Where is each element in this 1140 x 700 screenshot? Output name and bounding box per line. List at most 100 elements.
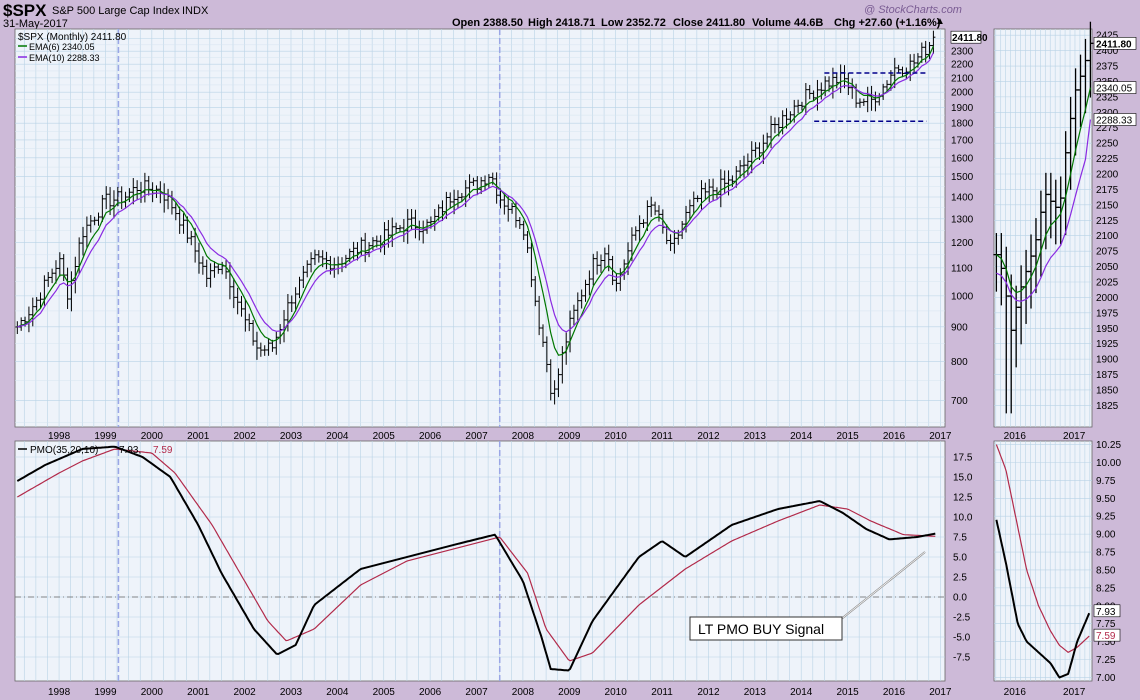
scroll-up-icon[interactable]: ▲ (935, 16, 945, 27)
pmo-xtick: 2013 (744, 687, 767, 698)
annotation-box (689, 616, 843, 641)
symbol-title: $SPX (3, 1, 47, 20)
ohlc-close: Close 2411.80 (673, 17, 746, 29)
pmo-xtick: 2016 (883, 687, 906, 698)
pmo-panel (14, 440, 946, 682)
price-panel (14, 28, 946, 428)
pmo-ytick: -5.0 (953, 633, 971, 644)
price-xtick: 2006 (419, 431, 442, 442)
zoom-ytick: 1975 (1096, 308, 1119, 319)
zoom-xtick: 2017 (1063, 431, 1086, 442)
zoom-pmo-xtick: 2017 (1063, 687, 1086, 698)
price-xtick: 2015 (836, 431, 859, 442)
zoom-ytick: 2125 (1096, 216, 1119, 227)
price-xtick: 1998 (48, 431, 71, 442)
zoom-ytick: 2175 (1096, 185, 1119, 196)
zoom-ema10-line (996, 119, 1091, 302)
ohlc-low: Low 2352.72 (601, 17, 666, 29)
pmo-ytick: 12.5 (953, 493, 973, 504)
zoom-pmo-ytick: 8.75 (1096, 548, 1116, 559)
zoom-pmo-ytick: 8.50 (1096, 565, 1116, 576)
price-xtick: 2017 (929, 431, 952, 442)
price-ytick: 1800 (951, 119, 974, 130)
zoom-last-label: 2288.33 (1096, 116, 1133, 127)
pmo-xtick: 2011 (651, 687, 673, 698)
price-ytick: 1200 (951, 238, 974, 249)
pmo-ytick: 2.5 (953, 573, 967, 584)
zoom-price-panel (993, 28, 1093, 428)
price-xtick: 2010 (605, 431, 628, 442)
pmo-xtick: 2014 (790, 687, 813, 698)
zoom-ytick: 2275 (1096, 123, 1119, 134)
price-xtick: 2007 (465, 431, 488, 442)
price-ytick: 800 (951, 357, 968, 368)
pmo-xtick: 2008 (512, 687, 535, 698)
price-xtick: 2013 (744, 431, 767, 442)
zoom-pmo-xtick: 2016 (1004, 687, 1027, 698)
price-xtick: 2016 (883, 431, 906, 442)
annotation-text: LT PMO BUY Signal (698, 621, 824, 637)
zoom-pmo-ytick: 7.50 (1096, 637, 1116, 648)
legend-ema6: EMA(6) 2340.05 (29, 42, 95, 52)
zoom-ytick: 2150 (1096, 200, 1119, 211)
pmo-ytick: 15.0 (953, 473, 973, 484)
price-ytick: 1500 (951, 172, 974, 183)
zoom-last-label: 2411.80 (1096, 39, 1132, 50)
pmo-xtick: 2010 (605, 687, 628, 698)
price-ytick: 1100 (951, 263, 973, 274)
pmo-xtick: 2017 (929, 687, 952, 698)
ohlc-open: Open 2388.50 (452, 17, 523, 29)
pmo-xtick: 2004 (326, 687, 349, 698)
price-ytick: 1300 (951, 214, 974, 225)
pmo-ytick: 7.5 (953, 533, 967, 544)
zoom-pmo-ytick: 10.00 (1096, 458, 1121, 469)
price-ytick: 2200 (951, 60, 974, 71)
zoom-pmo-ytick: 9.00 (1096, 530, 1116, 541)
legend-price: $SPX (Monthly) 2411.80 (18, 32, 127, 43)
zoom-last-box (1093, 37, 1137, 50)
price-last-box (950, 30, 982, 44)
zoom-ytick: 1850 (1096, 385, 1119, 396)
price-xtick: 2012 (697, 431, 720, 442)
pmo-ytick: -2.5 (953, 613, 971, 624)
price-xtick: 2002 (233, 431, 256, 442)
zoom-xtick: 2016 (1004, 431, 1027, 442)
zoom-ytick: 2050 (1096, 262, 1119, 273)
watermark: @ StockCharts.com (864, 4, 962, 16)
legend-pmo-value: 7.93, (119, 445, 141, 456)
legend-pmo-signal: 7.59 (153, 445, 173, 456)
price-xtick: 2008 (512, 431, 535, 442)
price-xtick: 2009 (558, 431, 581, 442)
zoom-pmo-last-box (1093, 604, 1121, 618)
pmo-xtick: 1999 (94, 687, 117, 698)
pmo-xtick: 1998 (48, 687, 71, 698)
price-xtick: 2005 (373, 431, 396, 442)
zoom-ytick: 1825 (1096, 401, 1119, 412)
chart-date: 31-May-2017 (3, 18, 68, 30)
zoom-last-label: 2340.05 (1096, 84, 1133, 95)
price-xtick: 2011 (651, 431, 673, 442)
price-ytick: 2300 (951, 47, 974, 58)
pmo-ytick: 10.0 (953, 513, 973, 524)
pmo-xtick: 2012 (697, 687, 720, 698)
zoom-last-box (1093, 113, 1137, 126)
zoom-ytick: 1900 (1096, 355, 1119, 366)
change: Chg +27.60 (+1.16%) (834, 17, 941, 29)
pmo-signal-line (17, 448, 936, 662)
pmo-xtick: 2015 (836, 687, 859, 698)
zoom-pmo-last-label: 7.93 (1096, 607, 1116, 618)
price-legend: $SPX (Monthly) 2411.80 EMA(6) 2340.05 EM… (18, 32, 127, 63)
volume: Volume 44.6B (752, 17, 824, 29)
price-xtick: 2014 (790, 431, 813, 442)
pmo-buy-annotation: LT PMO BUY Signal (689, 551, 926, 641)
zoom-ema6-line (996, 87, 1091, 294)
zoom-pmo-panel (993, 440, 1093, 682)
pmo-xtick: 2000 (141, 687, 164, 698)
pmo-xtick: 2007 (465, 687, 488, 698)
zoom-pmo-ytick: 10.25 (1096, 440, 1121, 451)
zoom-pmo-ytick: 7.75 (1096, 619, 1116, 630)
zoom-pmo-last-box (1093, 628, 1121, 642)
price-ytick: 1000 (951, 291, 974, 302)
price-ytick: 1900 (951, 103, 974, 114)
